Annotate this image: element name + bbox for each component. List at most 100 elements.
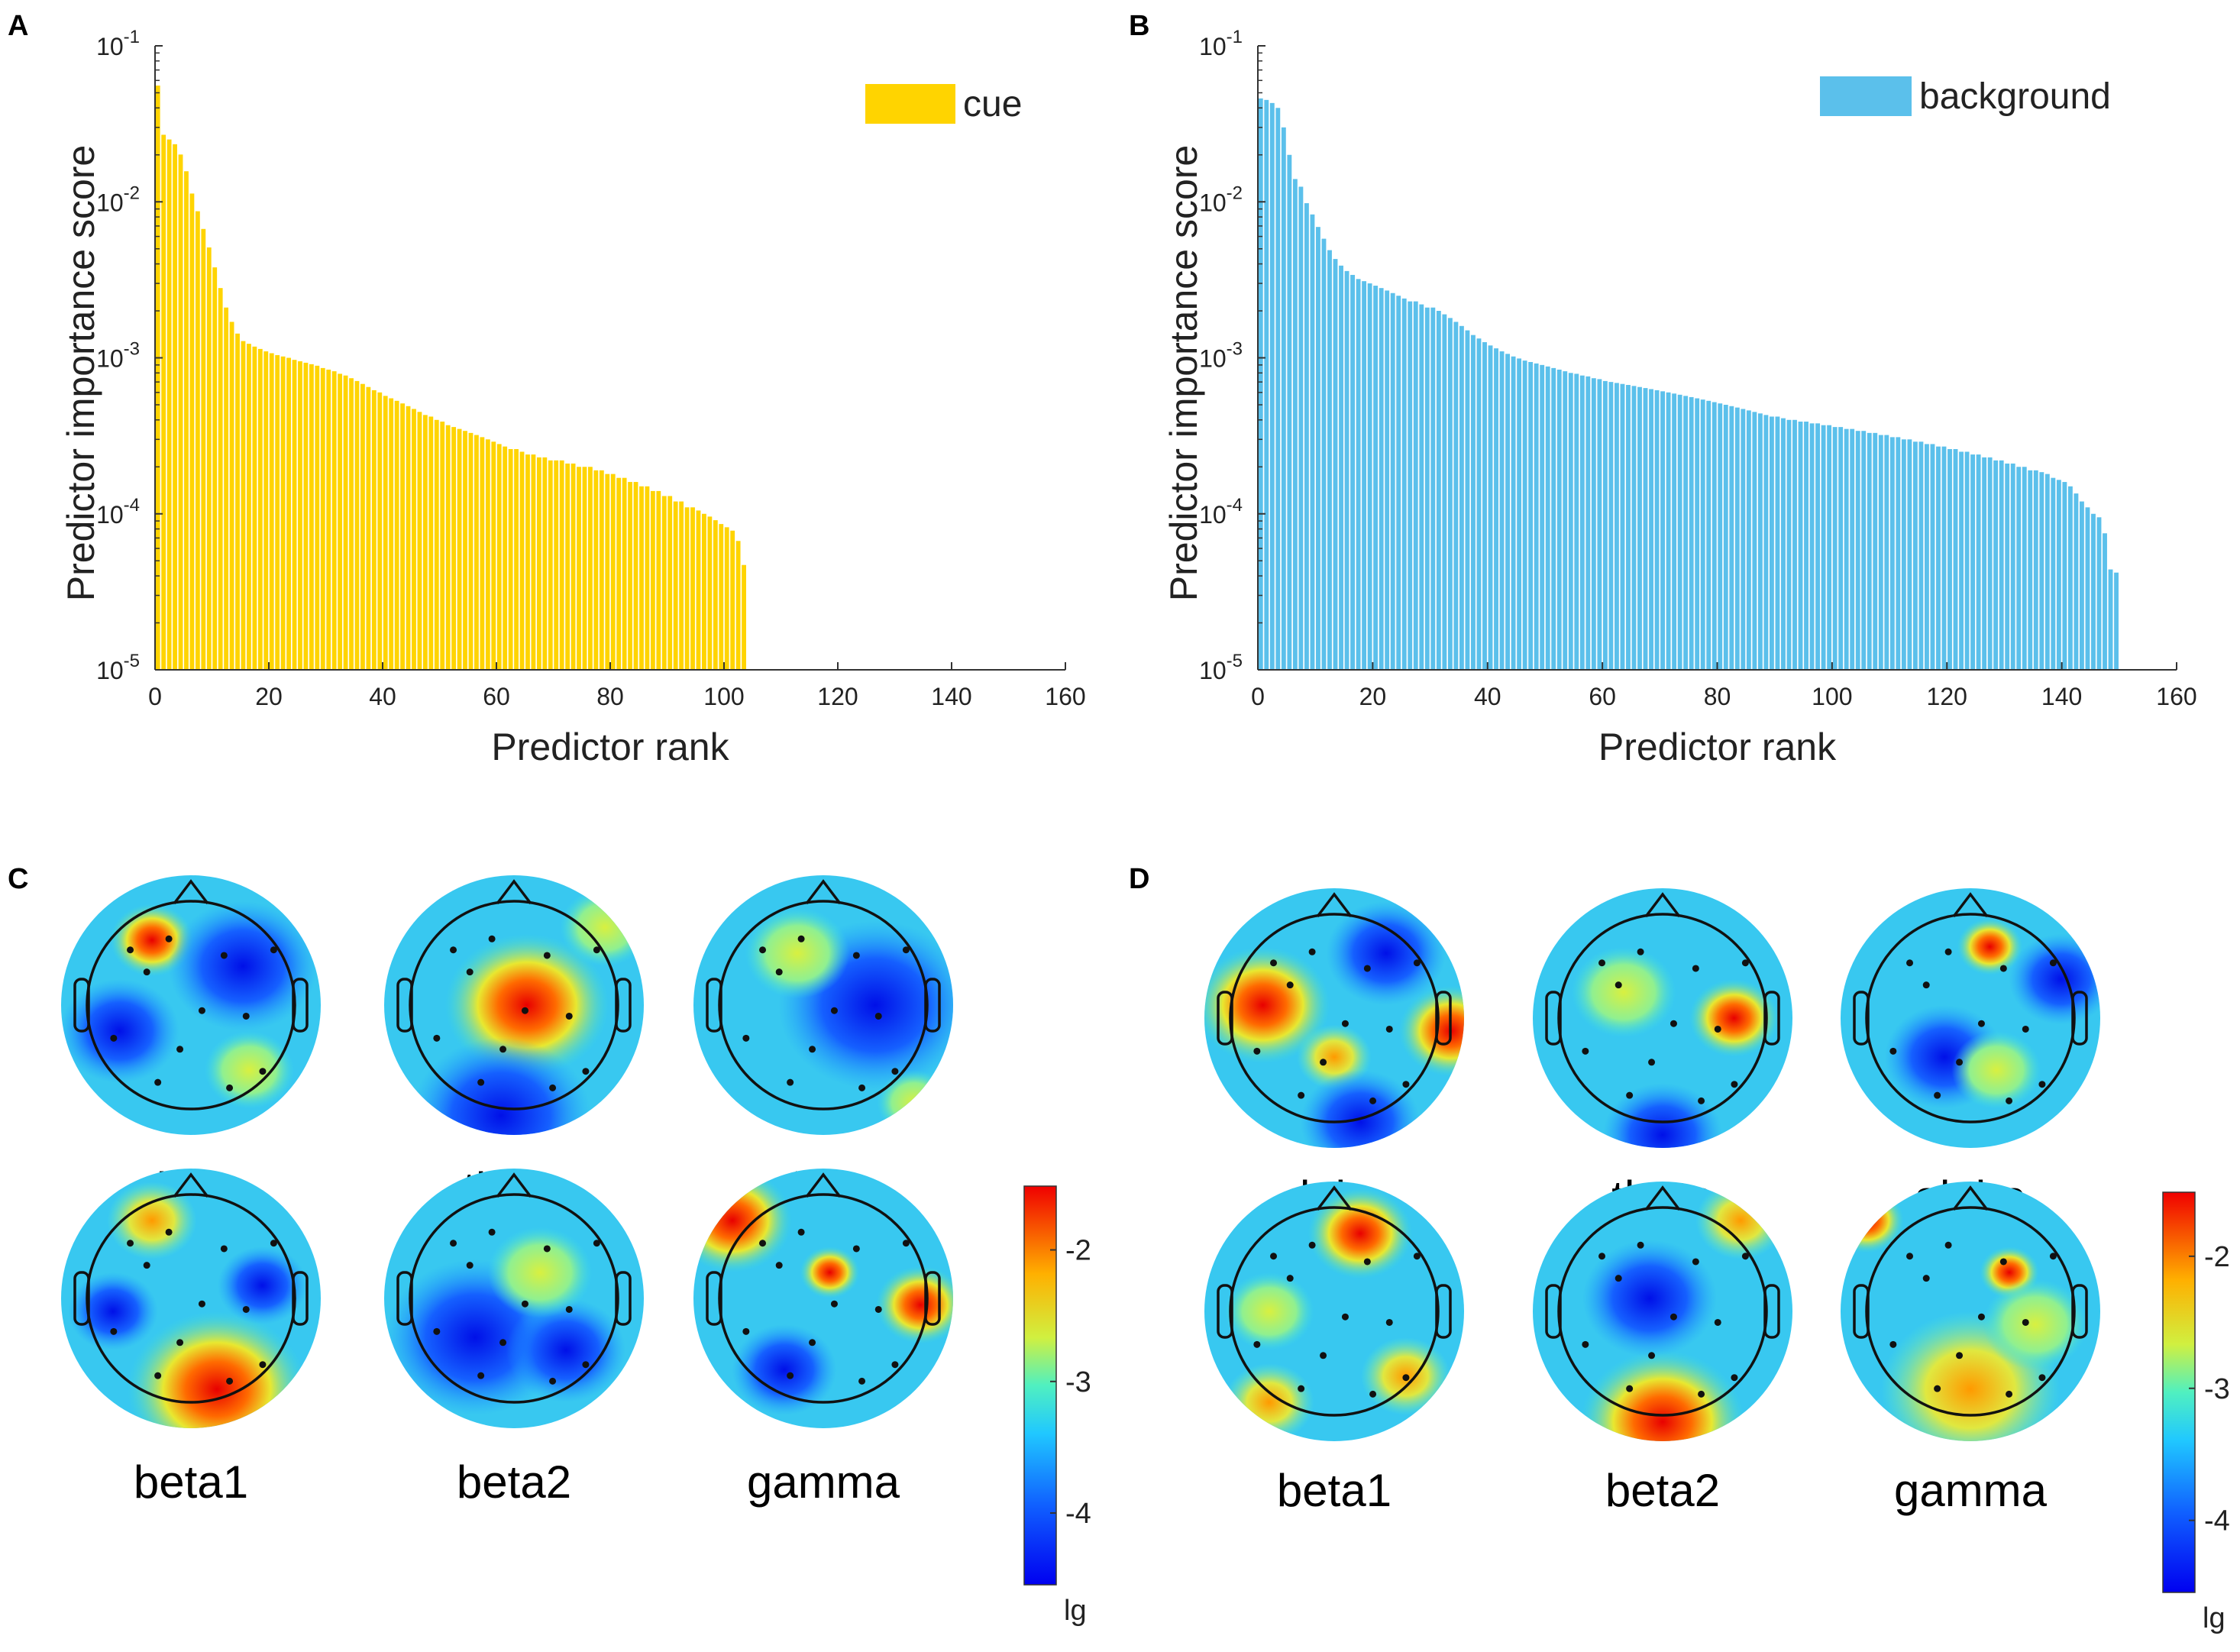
field-blob: [1983, 1279, 2088, 1370]
y-tick-base: 10: [96, 501, 124, 529]
nose: [173, 879, 209, 905]
electrode-dot: [499, 1046, 507, 1053]
y-tick-exponent: -1: [124, 27, 140, 47]
bar: [1850, 428, 1855, 670]
topomap-beta1: [1204, 1182, 1464, 1441]
y-tick-label: 10-4: [1199, 495, 1243, 529]
colorbar-tick-label: -2: [2204, 1241, 2230, 1273]
electrode-dot: [1889, 1340, 1897, 1348]
bar: [2010, 463, 2015, 670]
electrode-dot: [1598, 1253, 1606, 1260]
bar: [1804, 422, 1808, 670]
x-tick-label: 80: [1704, 683, 1731, 710]
electrode-dot: [110, 1327, 118, 1335]
field-blob: [168, 901, 318, 1031]
bar: [326, 369, 331, 670]
electrode-dot: [466, 968, 474, 976]
electrode-dot: [2022, 1025, 2029, 1033]
field-blob: [745, 907, 850, 999]
nose: [496, 1172, 532, 1198]
colorbar-tick-label: -4: [2204, 1505, 2230, 1537]
bar: [2051, 477, 2056, 670]
left-ear: [1217, 991, 1233, 1046]
bar: [605, 474, 610, 670]
bar: [1769, 416, 1774, 670]
electrode-dot: [1714, 1318, 1721, 1326]
electrode-dot: [874, 1305, 882, 1313]
electrode-dot: [143, 1262, 150, 1269]
bar: [724, 527, 729, 670]
electrode-dot: [874, 1012, 882, 1020]
bar: [1631, 386, 1637, 670]
field-blob: [1224, 1272, 1314, 1350]
bar: [1752, 412, 1757, 670]
electrode-dot: [830, 1007, 838, 1014]
right-ear: [292, 1271, 309, 1326]
left-ear: [706, 978, 722, 1033]
electrode-dot: [2049, 1253, 2057, 1260]
bar: [1718, 403, 1723, 670]
bar: [1643, 388, 1648, 670]
colorbar: [1023, 1185, 1057, 1586]
electrode-dot: [1369, 1097, 1377, 1104]
bar: [531, 454, 536, 670]
bar: [1333, 259, 1338, 670]
field-blob: [800, 1246, 860, 1298]
bar: [1912, 441, 1918, 670]
bar: [184, 171, 189, 671]
right-ear: [615, 1271, 632, 1326]
nose: [805, 1172, 842, 1198]
electrode-dot: [891, 1068, 899, 1075]
electrode-dot: [242, 1012, 250, 1020]
bar: [1677, 394, 1682, 670]
bar: [696, 510, 701, 670]
x-tick-label: 140: [2041, 683, 2082, 710]
chart-b-background: 0 20 40 60 80 100 120 140 16010-510-410-310-210-…: [1162, 27, 2197, 768]
bar: [428, 416, 434, 670]
electrode-dot: [565, 1012, 573, 1020]
legend-swatch: [1820, 76, 1912, 116]
band-label-beta2: beta2: [457, 1456, 571, 1508]
field-blob: [1307, 1188, 1413, 1279]
bar: [661, 496, 667, 670]
x-tick-label: 0: [1251, 683, 1265, 710]
topomap-panel-c: deltathetaalphabeta1beta2gamma-2-3-4lg: [61, 875, 1091, 1627]
nose: [1316, 892, 1353, 918]
topomap-gamma: [693, 1169, 953, 1428]
field-blob: [875, 1266, 953, 1344]
bar: [1844, 428, 1849, 670]
electrode-dot: [1922, 981, 1930, 989]
topomap-beta2: [384, 1169, 644, 1428]
y-tick-exponent: -3: [1227, 339, 1243, 360]
x-tick-label: 120: [817, 683, 858, 710]
bar: [633, 482, 638, 670]
topomap-field: [384, 875, 644, 1135]
electrode-dot: [2049, 959, 2057, 967]
band-label-beta1: beta1: [1277, 1465, 1392, 1516]
bar: [1786, 419, 1792, 670]
electrode-dot: [809, 1339, 816, 1346]
bar: [1660, 391, 1666, 670]
bar: [503, 446, 508, 670]
electrode-dot: [220, 1245, 228, 1253]
bar: [1281, 127, 1286, 671]
electrode-dot: [1270, 1253, 1278, 1260]
bar: [440, 422, 445, 670]
y-tick-exponent: -5: [124, 651, 140, 671]
topomap-field: [693, 875, 953, 1135]
electrode-dot: [858, 1084, 866, 1091]
electrode-dot: [2038, 1374, 2046, 1382]
y-tick-label: 10-4: [96, 495, 140, 529]
bar: [331, 371, 337, 670]
left-ear: [1545, 1284, 1562, 1339]
electrode-dot: [1298, 1385, 1305, 1392]
bar: [1970, 454, 1976, 670]
nose: [1952, 892, 1989, 918]
bar: [1884, 435, 1889, 670]
field-blob: [877, 1070, 952, 1135]
bar: [1723, 404, 1728, 670]
electrode-dot: [1615, 981, 1622, 989]
y-tick-label: 10-3: [1199, 339, 1243, 373]
bar: [1482, 341, 1487, 670]
bar: [1620, 383, 1625, 670]
